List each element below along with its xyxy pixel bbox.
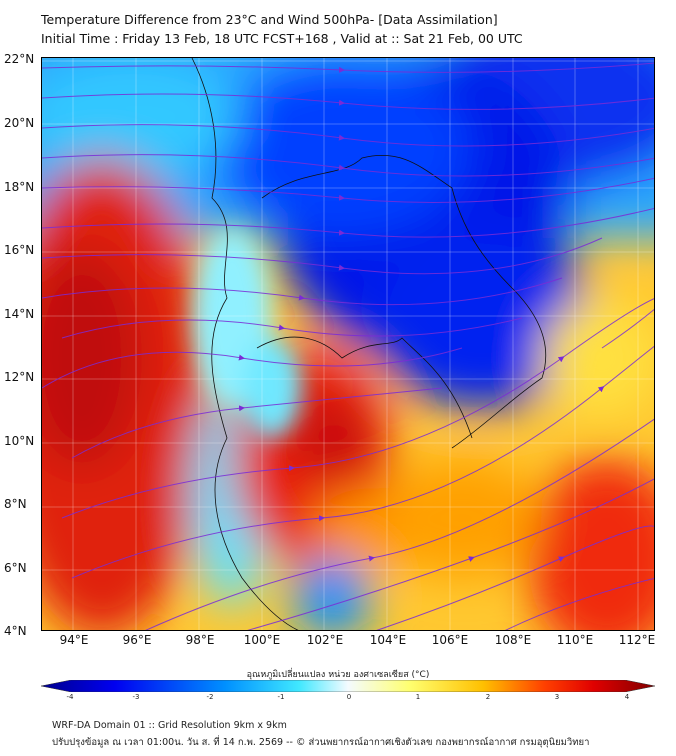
lon-label: 112°E	[618, 633, 656, 647]
colorbar-tick: 2	[485, 693, 491, 701]
map-title: Temperature Difference from 23°C and Win…	[41, 12, 498, 27]
lon-label: 94°E	[59, 633, 89, 647]
lon-label: 106°E	[431, 633, 469, 647]
map-canvas	[42, 58, 654, 630]
colorbar-tick: -2	[206, 693, 214, 701]
lat-label: 6°N	[4, 561, 27, 575]
lat-label: 16°N	[4, 243, 35, 257]
colorbar-tick: -3	[132, 693, 140, 701]
lon-label: 100°E	[243, 633, 281, 647]
colorbar-tick: 0	[346, 693, 352, 701]
lat-label: 22°N	[4, 52, 35, 66]
colorbar-tick: -1	[277, 693, 285, 701]
lon-label: 102°E	[306, 633, 344, 647]
lon-label: 96°E	[122, 633, 152, 647]
map-subtitle: Initial Time : Friday 13 Feb, 18 UTC FCS…	[41, 31, 523, 46]
temperature-field	[42, 58, 654, 630]
colorbar-tick: -4	[66, 693, 74, 701]
lat-label: 12°N	[4, 370, 35, 384]
lat-label: 4°N	[4, 624, 27, 638]
lon-label: 104°E	[369, 633, 407, 647]
lat-label: 20°N	[4, 116, 35, 130]
colorbar	[41, 680, 655, 692]
footer-model-info: WRF-DA Domain 01 :: Grid Resolution 9km …	[52, 720, 287, 731]
lat-label: 8°N	[4, 497, 27, 511]
lon-label: 110°E	[556, 633, 594, 647]
lat-label: 18°N	[4, 180, 35, 194]
footer-credit: ปรับปรุงข้อมูล ณ เวลา 01:00น. วัน ส. ที่…	[52, 737, 590, 748]
lat-label: 14°N	[4, 307, 35, 321]
temperature-wind-map	[41, 57, 655, 631]
lat-label: 10°N	[4, 434, 35, 448]
colorbar-tick: 4	[624, 693, 630, 701]
wind-streamlines	[42, 62, 654, 630]
colorbar-tick: 3	[554, 693, 560, 701]
lon-label: 98°E	[185, 633, 215, 647]
colorbar-tick: 1	[415, 693, 421, 701]
colorbar-title: อุณหภูมิเปลี่ยนแปลง หน่วย องศาเซลเซียส (…	[246, 670, 430, 680]
lon-label: 108°E	[494, 633, 532, 647]
